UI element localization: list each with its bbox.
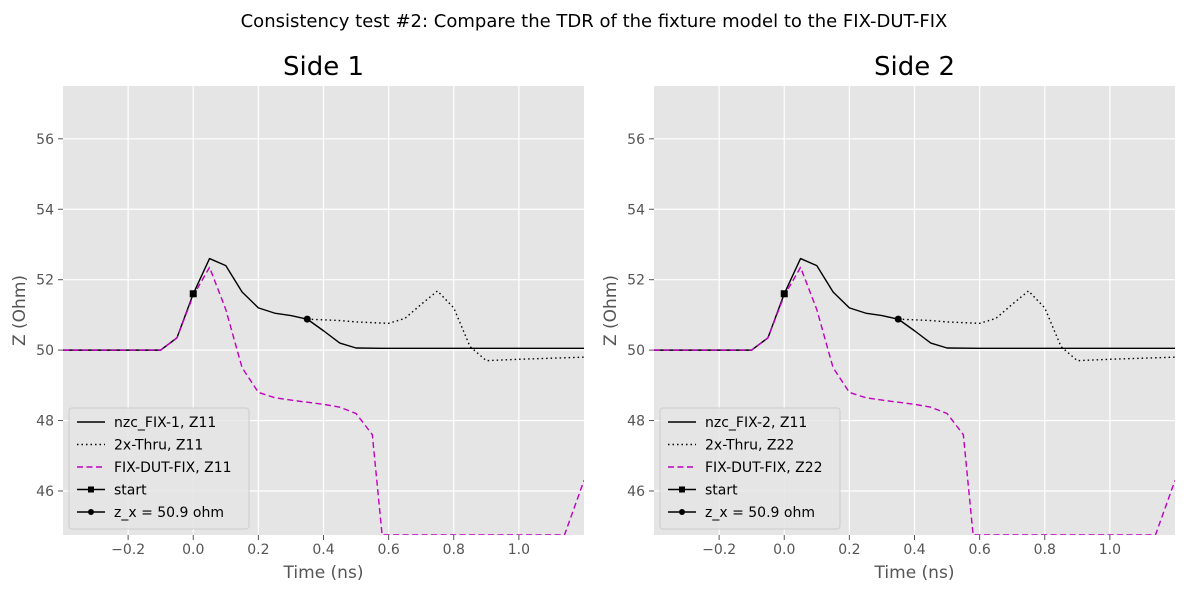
x-tick-label: 0.4 [903,542,925,558]
y-tick-label: 54 [627,202,645,218]
legend-label: z_x = 50.9 ohm [114,505,224,521]
y-tick-label: 46 [627,484,645,500]
x-tick-label: 0.0 [182,542,204,558]
legend-label: start [114,483,147,499]
x-tick-label: 0.4 [312,542,334,558]
x-tick-label: −0.2 [702,542,736,558]
x-tick-label: 0.8 [443,542,465,558]
figure-suptitle: Consistency test #2: Compare the TDR of … [241,11,948,32]
series-group [654,257,1175,535]
legend: nzc_FIX-1, Z11 2x-Thru, Z11 FIX-DUT-FIX, Z… [68,407,250,530]
legend-label: nzc_FIX-2, Z11 [705,415,807,431]
x-tick-label: 0.8 [1034,542,1056,558]
legend-circle-marker [88,509,94,515]
y-axis-label: Z (Ohm) [601,275,621,346]
y-axis-label: Z (Ohm) [10,275,30,346]
y-tick-label: 56 [627,132,645,148]
y-tick-label: 48 [36,414,54,430]
x-tick-label: −0.2 [111,542,145,558]
x-tick-label: 0.2 [247,542,269,558]
panel-title: Side 1 [283,52,364,82]
panel-side-1: −0.2 0.0 0.2 0.4 0.6 0.8 1.0 46 48 50 52 54 56 Side 1… [10,52,584,583]
legend-label: z_x = 50.9 ohm [705,505,815,521]
x-tick-label: 0.6 [968,542,990,558]
legend-label: start [705,483,738,499]
y-tick-label: 46 [36,484,54,500]
series-line-3 [654,266,1175,535]
x-tick-label: 1.0 [508,542,530,558]
x-axis-label: Time (ns) [283,563,364,583]
legend-square-marker [88,486,94,493]
x-axis-label: Time (ns) [874,563,955,583]
series-group [63,257,584,535]
legend: nzc_FIX-2, Z11 2x-Thru, Z22 FIX-DUT-FIX, Z… [659,407,841,530]
legend-box [659,407,841,530]
legend-circle-marker [679,509,685,515]
start-marker [189,290,197,298]
y-tick-label: 52 [627,273,645,289]
legend-box [68,407,250,530]
series-line-3 [63,266,584,535]
legend-label: 2x-Thru, Z22 [705,438,794,454]
legend-label: FIX-DUT-FIX, Z11 [114,460,232,476]
x-tick-label: 1.0 [1099,542,1121,558]
legend-label: FIX-DUT-FIX, Z22 [705,460,823,476]
panel-title: Side 2 [874,52,955,82]
panel-side-2: −0.2 0.0 0.2 0.4 0.6 0.8 1.0 46 48 50 52 54 56 Side 2… [601,52,1175,583]
legend-label: 2x-Thru, Z11 [114,438,203,454]
y-tick-label: 52 [36,273,54,289]
y-tick-label: 56 [36,132,54,148]
y-tick-label: 48 [627,414,645,430]
x-tick-label: 0.6 [377,542,399,558]
start-marker [780,290,788,298]
legend-label: nzc_FIX-1, Z11 [114,415,216,431]
zx-marker [894,315,902,323]
y-tick-label: 50 [627,343,645,359]
legend-square-marker [679,486,685,493]
x-tick-label: 0.2 [838,542,860,558]
x-tick-label: 0.0 [773,542,795,558]
zx-marker [303,315,311,323]
y-tick-label: 50 [36,343,54,359]
y-tick-label: 54 [36,202,54,218]
